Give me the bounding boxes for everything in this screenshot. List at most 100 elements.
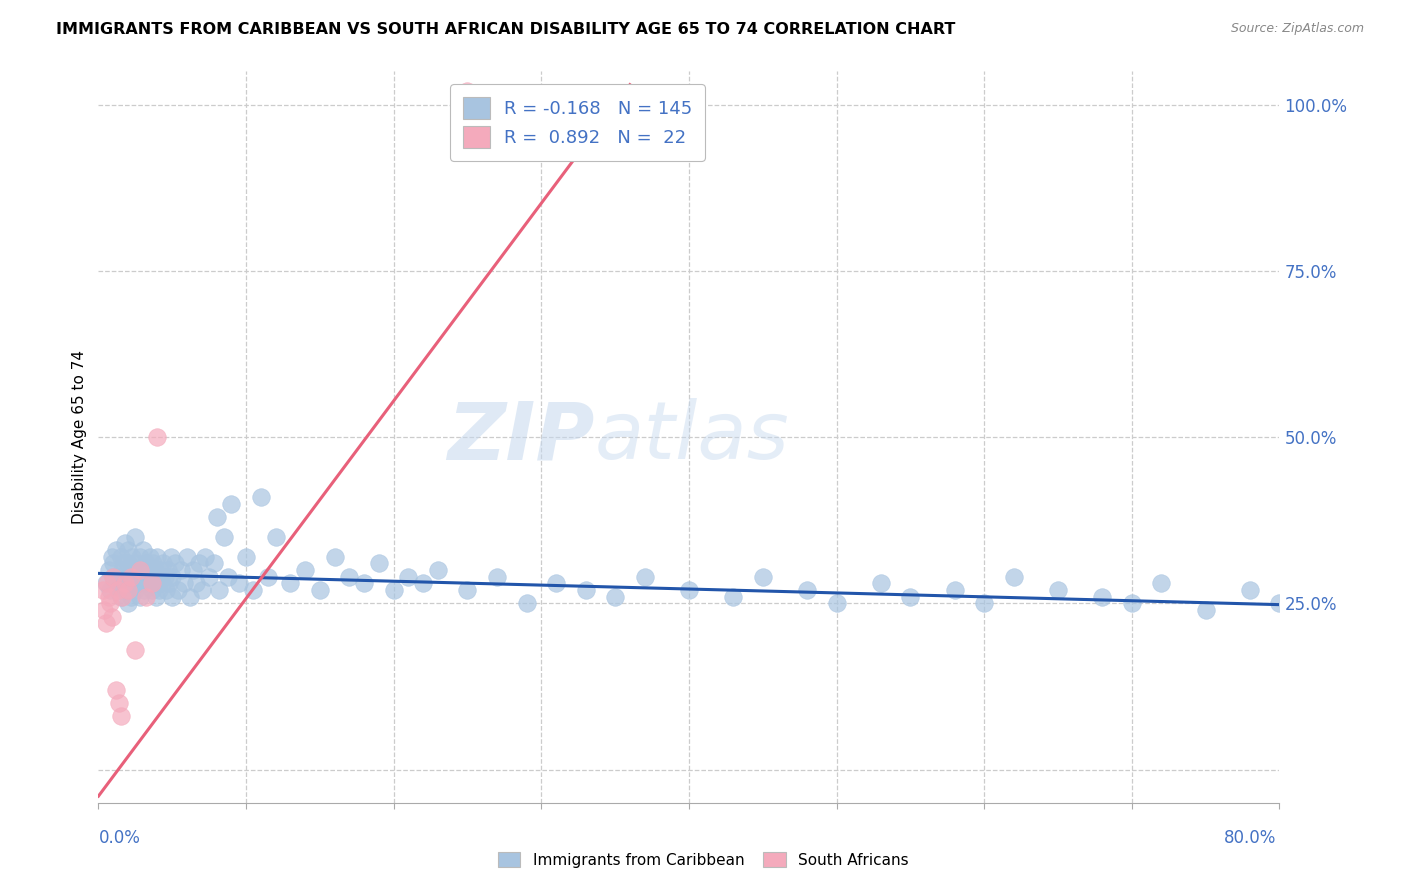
- Point: [339, 570, 360, 584]
- Y-axis label: Disability Age 65 to 74: Disability Age 65 to 74: [72, 350, 87, 524]
- Point: [1195, 603, 1218, 617]
- Point: [145, 590, 167, 604]
- Point: [633, 570, 655, 584]
- Point: [605, 590, 627, 604]
- Point: [678, 582, 700, 597]
- Point: [943, 582, 966, 597]
- Point: [165, 557, 187, 571]
- Text: Source: ZipAtlas.com: Source: ZipAtlas.com: [1230, 22, 1364, 36]
- Point: [179, 590, 201, 604]
- Point: [108, 582, 131, 597]
- Legend: R = -0.168   N = 145, R =  0.892   N =  22: R = -0.168 N = 145, R = 0.892 N = 22: [450, 84, 704, 161]
- Point: [723, 590, 745, 604]
- Point: [132, 543, 155, 558]
- Point: [142, 557, 165, 571]
- Point: [110, 590, 132, 604]
- Point: [124, 643, 146, 657]
- Point: [143, 576, 166, 591]
- Point: [278, 576, 302, 591]
- Point: [117, 543, 139, 558]
- Point: [294, 563, 316, 577]
- Point: [115, 582, 138, 597]
- Point: [212, 530, 235, 544]
- Point: [515, 596, 537, 610]
- Point: [120, 570, 142, 584]
- Point: [91, 582, 114, 597]
- Point: [124, 582, 146, 597]
- Point: [973, 596, 995, 610]
- Point: [153, 570, 176, 584]
- Point: [152, 557, 174, 571]
- Point: [110, 549, 132, 564]
- Point: [250, 490, 273, 504]
- Point: [546, 576, 568, 591]
- Point: [143, 563, 166, 577]
- Point: [157, 576, 180, 591]
- Point: [127, 576, 149, 591]
- Point: [139, 570, 162, 584]
- Point: [156, 563, 179, 577]
- Point: [187, 557, 209, 571]
- Point: [228, 576, 250, 591]
- Point: [146, 549, 169, 564]
- Point: [121, 549, 143, 564]
- Point: [1091, 590, 1114, 604]
- Point: [396, 570, 419, 584]
- Point: [108, 696, 131, 710]
- Point: [368, 557, 391, 571]
- Point: [257, 570, 280, 584]
- Point: [1046, 582, 1069, 597]
- Point: [1002, 570, 1025, 584]
- Point: [96, 576, 118, 591]
- Point: [148, 582, 170, 597]
- Point: [173, 576, 195, 591]
- Point: [120, 590, 142, 604]
- Point: [111, 563, 134, 577]
- Point: [150, 576, 173, 591]
- Point: [264, 530, 287, 544]
- Text: ZIP: ZIP: [447, 398, 595, 476]
- Point: [93, 603, 115, 617]
- Point: [574, 582, 596, 597]
- Point: [219, 497, 242, 511]
- Point: [162, 570, 183, 584]
- Point: [176, 549, 198, 564]
- Point: [134, 582, 156, 597]
- Point: [94, 576, 117, 591]
- Point: [382, 582, 405, 597]
- Point: [191, 582, 214, 597]
- Point: [110, 570, 132, 584]
- Point: [103, 570, 125, 584]
- Point: [159, 549, 181, 564]
- Point: [323, 549, 346, 564]
- Point: [98, 582, 121, 597]
- Text: atlas: atlas: [595, 398, 789, 476]
- Legend: Immigrants from Caribbean, South Africans: Immigrants from Caribbean, South African…: [492, 846, 914, 873]
- Point: [184, 576, 207, 591]
- Point: [129, 563, 152, 577]
- Point: [198, 570, 221, 584]
- Point: [128, 590, 150, 604]
- Point: [146, 430, 169, 444]
- Point: [110, 709, 132, 723]
- Point: [796, 582, 818, 597]
- Point: [138, 563, 160, 577]
- Point: [117, 557, 139, 571]
- Point: [208, 582, 231, 597]
- Point: [111, 590, 134, 604]
- Point: [412, 576, 434, 591]
- Point: [112, 557, 135, 571]
- Point: [128, 563, 150, 577]
- Point: [242, 582, 264, 597]
- Point: [114, 576, 136, 591]
- Point: [170, 563, 193, 577]
- Point: [141, 576, 163, 591]
- Point: [100, 609, 122, 624]
- Point: [132, 570, 155, 584]
- Point: [114, 536, 136, 550]
- Point: [235, 549, 257, 564]
- Point: [1150, 576, 1173, 591]
- Point: [136, 576, 159, 591]
- Point: [97, 590, 120, 604]
- Point: [125, 570, 148, 584]
